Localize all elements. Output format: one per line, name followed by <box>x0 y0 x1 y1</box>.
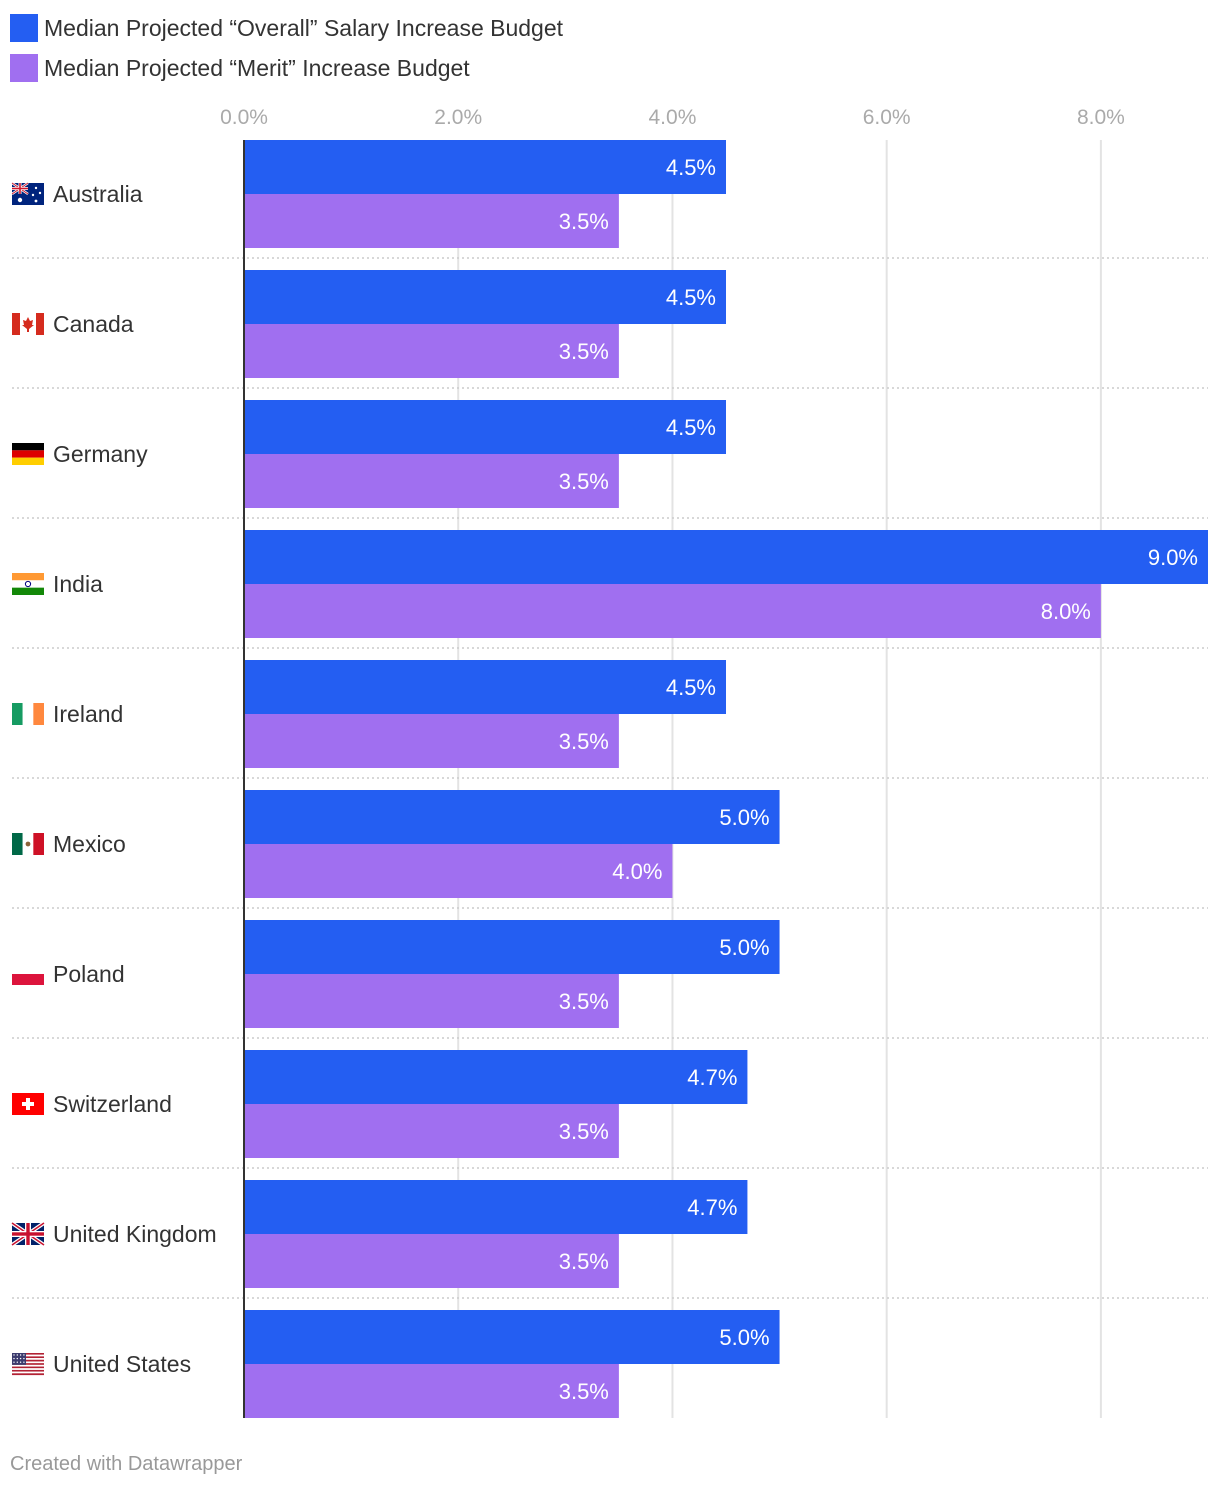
value-label-overall: 4.5% <box>666 155 716 180</box>
category-label: Poland <box>53 961 125 987</box>
value-label-overall: 4.5% <box>666 285 716 310</box>
category-label: Mexico <box>53 831 126 857</box>
legend-item-overall: Median Projected “Overall” Salary Increa… <box>10 8 563 48</box>
value-label-overall: 5.0% <box>719 935 769 960</box>
x-tick-label: 0.0% <box>220 106 268 129</box>
flag-mexico-icon <box>12 833 44 855</box>
category-label: Canada <box>53 311 134 337</box>
x-tick-label: 8.0% <box>1077 106 1125 129</box>
flag-united-states-icon <box>12 1353 44 1376</box>
bar-overall <box>244 400 726 454</box>
legend: Median Projected “Overall” Salary Increa… <box>10 8 563 88</box>
bar-merit <box>244 844 673 898</box>
value-label-merit: 3.5% <box>559 1249 609 1274</box>
bar-overall <box>244 920 780 974</box>
bar-overall <box>244 530 1208 584</box>
category-label: United States <box>53 1351 191 1377</box>
value-label-merit: 3.5% <box>559 339 609 364</box>
footer-credit: Created with Datawrapper <box>10 1453 243 1475</box>
bar-overall <box>244 1180 748 1234</box>
value-label-merit: 3.5% <box>559 209 609 234</box>
flag-poland-icon <box>12 963 44 985</box>
value-label-overall: 5.0% <box>719 805 769 830</box>
bar-merit <box>244 454 619 508</box>
bar-merit <box>244 1234 619 1288</box>
bar-merit <box>244 714 619 768</box>
flag-ireland-icon <box>12 703 44 725</box>
value-label-merit: 8.0% <box>1041 599 1091 624</box>
value-label-overall: 4.5% <box>666 675 716 700</box>
bar-merit <box>244 584 1101 638</box>
x-tick-label: 2.0% <box>434 106 482 129</box>
bar-chart: 0.0% 2.0% 4.0% 6.0% 8.0% Australia 4.5% 3.5% Can… <box>10 106 1208 1418</box>
bar-overall <box>244 140 726 194</box>
bar-overall <box>244 1050 748 1104</box>
x-tick-label: 4.0% <box>649 106 697 129</box>
value-label-merit: 3.5% <box>559 729 609 754</box>
category-label: Germany <box>53 441 148 467</box>
legend-swatch-merit <box>10 54 38 82</box>
legend-swatch-overall <box>10 14 38 42</box>
value-label-overall: 5.0% <box>719 1325 769 1350</box>
bar-overall <box>244 790 780 844</box>
value-label-overall: 9.0% <box>1148 545 1198 570</box>
category-label: Ireland <box>53 701 123 727</box>
flag-united-kingdom-icon <box>10 1221 46 1247</box>
bar-merit <box>244 1104 619 1158</box>
bar-overall <box>244 1310 780 1364</box>
bar-merit <box>244 974 619 1028</box>
legend-item-merit: Median Projected “Merit” Increase Budget <box>10 48 563 88</box>
category-label: United Kingdom <box>53 1221 217 1247</box>
value-label-overall: 4.5% <box>666 415 716 440</box>
x-tick-label: 6.0% <box>863 106 911 129</box>
category-label: Switzerland <box>53 1091 172 1117</box>
flag-switzerland-icon <box>12 1093 44 1115</box>
value-label-overall: 4.7% <box>687 1195 737 1220</box>
flag-australia-icon <box>11 182 44 205</box>
value-label-merit: 3.5% <box>559 989 609 1014</box>
legend-label-merit: Median Projected “Merit” Increase Budget <box>44 54 470 81</box>
legend-label-overall: Median Projected “Overall” Salary Increa… <box>44 14 564 41</box>
flag-india-icon <box>12 573 44 595</box>
bar-overall <box>244 660 726 714</box>
value-label-overall: 4.7% <box>687 1065 737 1090</box>
category-label: India <box>53 571 103 597</box>
flag-canada-icon <box>12 313 44 335</box>
bar-merit <box>244 1364 619 1418</box>
bar-merit <box>244 194 619 248</box>
value-label-merit: 3.5% <box>559 469 609 494</box>
value-label-merit: 4.0% <box>612 859 662 884</box>
bar-merit <box>244 324 619 378</box>
value-label-merit: 3.5% <box>559 1379 609 1404</box>
category-label: Australia <box>53 181 143 207</box>
bar-overall <box>244 270 726 324</box>
flag-germany-icon <box>12 443 44 465</box>
value-label-merit: 3.5% <box>559 1119 609 1144</box>
